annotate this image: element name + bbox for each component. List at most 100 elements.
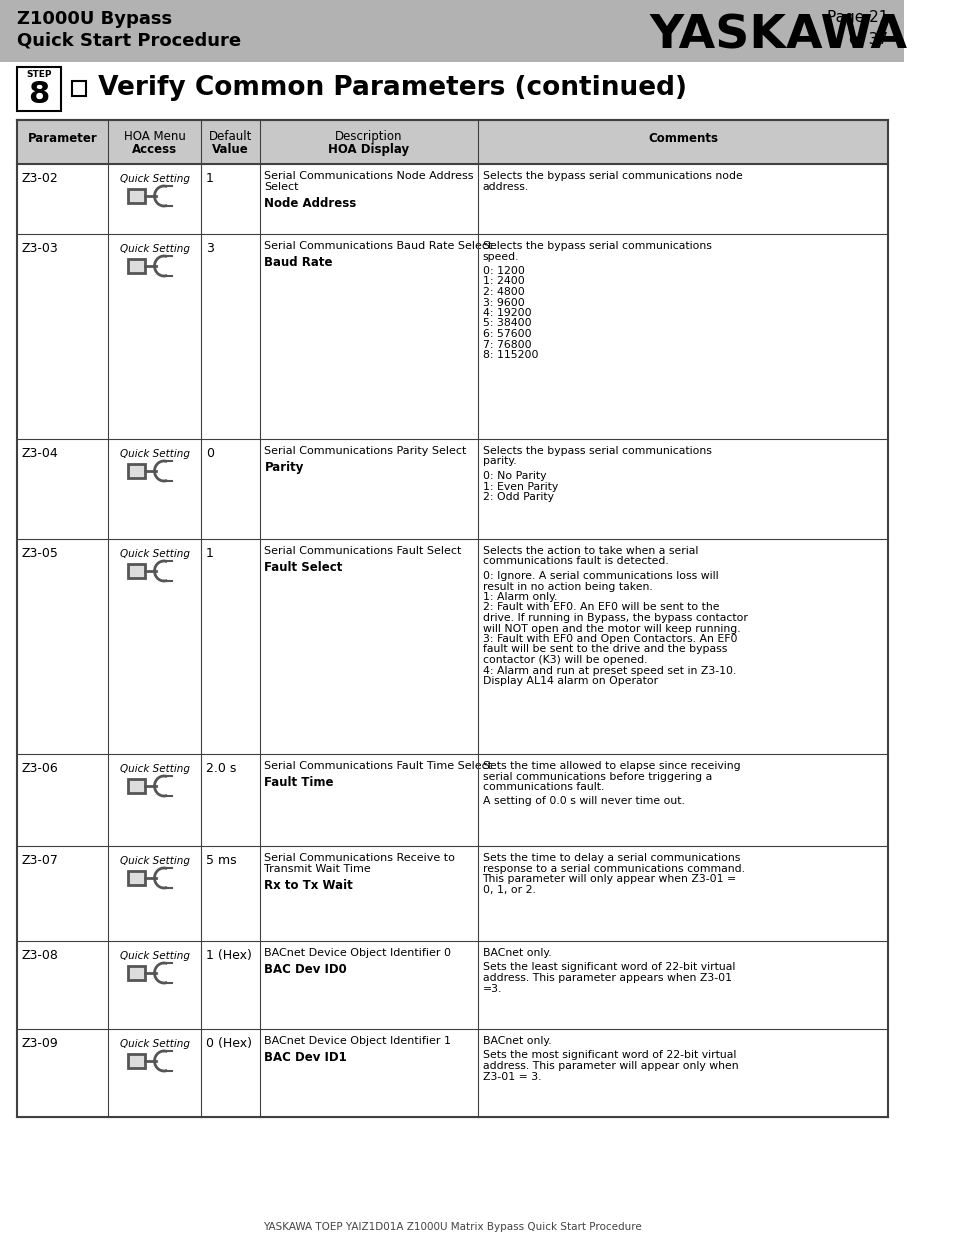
Bar (17, 846, 887, 941)
Text: Serial Communications Fault Time Select: Serial Communications Fault Time Select (264, 761, 492, 771)
Text: contactor (K3) will be opened.: contactor (K3) will be opened. (482, 655, 646, 664)
Text: 2.0 s: 2.0 s (206, 762, 235, 776)
Text: 4: Alarm and run at preset speed set in Z3-10.: 4: Alarm and run at preset speed set in … (482, 666, 735, 676)
Text: Comments: Comments (647, 131, 718, 144)
Text: Display AL14 alarm on Operator: Display AL14 alarm on Operator (482, 676, 657, 685)
Text: Serial Communications Parity Select: Serial Communications Parity Select (264, 446, 466, 456)
Text: speed.: speed. (482, 252, 518, 262)
Text: YASKAWA TOEP YAIZ1D01A Z1000U Matrix Bypass Quick Start Procedure: YASKAWA TOEP YAIZ1D01A Z1000U Matrix Byp… (262, 1221, 640, 1233)
Text: Serial Communications Node Address: Serial Communications Node Address (264, 170, 474, 182)
Text: 6: 57600: 6: 57600 (482, 329, 531, 338)
Text: Z3-03: Z3-03 (22, 242, 58, 254)
Text: Z3-08: Z3-08 (22, 948, 59, 962)
Text: Sets the least significant word of 22-bit virtual: Sets the least significant word of 22-bi… (482, 962, 734, 972)
Text: 8: 8 (29, 80, 50, 109)
Text: of 37: of 37 (848, 32, 887, 47)
Text: Default: Default (209, 130, 252, 143)
Text: This parameter will only appear when Z3-01 =: This parameter will only appear when Z3-… (482, 874, 736, 884)
Text: 0: 1200: 0: 1200 (482, 266, 524, 275)
Bar (17, 164, 887, 233)
Text: 3: 9600: 3: 9600 (482, 298, 524, 308)
Text: Page 21: Page 21 (826, 10, 887, 25)
Text: address. This parameter will appear only when: address. This parameter will appear only… (482, 1061, 738, 1071)
Text: drive. If running in Bypass, the bypass contactor: drive. If running in Bypass, the bypass … (482, 613, 746, 622)
Text: Fault Time: Fault Time (264, 776, 334, 789)
Text: Access: Access (132, 143, 177, 156)
Bar (17, 941, 887, 1029)
Text: 0: Ignore. A serial communications loss will: 0: Ignore. A serial communications loss … (482, 571, 718, 580)
Text: communications fault.: communications fault. (482, 782, 603, 792)
Text: 1: 1 (206, 172, 213, 185)
Text: 3: Fault with EF0 and Open Contactors. An EF0: 3: Fault with EF0 and Open Contactors. A… (482, 634, 737, 643)
Text: Select: Select (264, 182, 298, 191)
Text: address. This parameter appears when Z3-01: address. This parameter appears when Z3-… (482, 973, 731, 983)
Text: BAC Dev ID1: BAC Dev ID1 (264, 1051, 347, 1065)
Bar (128, 871, 145, 885)
Text: result in no action being taken.: result in no action being taken. (482, 582, 652, 592)
Text: Rx to Tx Wait: Rx to Tx Wait (264, 879, 353, 892)
Text: parity.: parity. (482, 457, 516, 467)
Text: 1: 2400: 1: 2400 (482, 277, 524, 287)
Text: response to a serial communications command.: response to a serial communications comm… (482, 863, 743, 873)
Text: Baud Rate: Baud Rate (264, 256, 333, 269)
Text: Quick Setting: Quick Setting (119, 951, 190, 961)
Text: 3: 3 (206, 242, 213, 254)
Text: 2: 4800: 2: 4800 (482, 287, 524, 296)
Text: HOA Menu: HOA Menu (124, 130, 185, 143)
Text: 2: Odd Parity: 2: Odd Parity (482, 492, 553, 501)
Text: will NOT open and the motor will keep running.: will NOT open and the motor will keep ru… (482, 624, 740, 634)
Text: Selects the bypass serial communications: Selects the bypass serial communications (482, 446, 711, 456)
Text: Selects the action to take when a serial: Selects the action to take when a serial (482, 546, 698, 556)
Bar (0, 0, 903, 62)
Text: Quick Setting: Quick Setting (119, 550, 190, 559)
Text: fault will be sent to the drive and the bypass: fault will be sent to the drive and the … (482, 645, 726, 655)
Text: Quick Setting: Quick Setting (119, 1039, 190, 1049)
Bar (128, 564, 145, 578)
Text: Z3-04: Z3-04 (22, 447, 58, 459)
Text: Quick Setting: Quick Setting (119, 856, 190, 866)
Bar (17, 438, 887, 538)
Text: Z1000U Bypass: Z1000U Bypass (17, 10, 172, 28)
Text: Transmit Wait Time: Transmit Wait Time (264, 864, 371, 874)
Text: Selects the bypass serial communications node: Selects the bypass serial communications… (482, 170, 741, 182)
Text: Serial Communications Baud Rate Select: Serial Communications Baud Rate Select (264, 241, 493, 251)
Bar (17, 233, 887, 438)
Text: Sets the time to delay a serial communications: Sets the time to delay a serial communic… (482, 853, 740, 863)
Text: BACnet only.: BACnet only. (482, 948, 551, 958)
Text: A setting of 0.0 s will never time out.: A setting of 0.0 s will never time out. (482, 797, 683, 806)
Text: Sets the most significant word of 22-bit virtual: Sets the most significant word of 22-bit… (482, 1051, 735, 1061)
Text: 0 (Hex): 0 (Hex) (206, 1037, 252, 1050)
Text: HOA Display: HOA Display (328, 143, 409, 156)
Text: Serial Communications Receive to: Serial Communications Receive to (264, 853, 455, 863)
Text: Z3-07: Z3-07 (22, 853, 59, 867)
Text: Verify Common Parameters (continued): Verify Common Parameters (continued) (89, 75, 686, 101)
Text: 1: 1 (206, 547, 213, 559)
Text: Parameter: Parameter (28, 131, 97, 144)
Bar (72, 82, 86, 96)
Text: Fault Select: Fault Select (264, 561, 342, 574)
Bar (17, 120, 887, 164)
Text: Description: Description (335, 130, 402, 143)
Text: address.: address. (482, 182, 528, 191)
Bar (17, 538, 887, 755)
Text: 7: 76800: 7: 76800 (482, 340, 531, 350)
Text: Serial Communications Fault Select: Serial Communications Fault Select (264, 546, 461, 556)
Text: Quick Setting: Quick Setting (119, 245, 190, 254)
Text: 0, 1, or 2.: 0, 1, or 2. (482, 884, 535, 894)
Text: 8: 115200: 8: 115200 (482, 350, 537, 359)
Text: 0: No Parity: 0: No Parity (482, 471, 545, 480)
Bar (17, 755, 887, 846)
Text: Sets the time allowed to elapse since receiving: Sets the time allowed to elapse since re… (482, 761, 740, 771)
Bar (128, 189, 145, 203)
Text: 5: 38400: 5: 38400 (482, 319, 531, 329)
Text: Z3-02: Z3-02 (22, 172, 58, 185)
Bar (128, 779, 145, 793)
Text: YASKAWA: YASKAWA (649, 14, 906, 58)
Text: Z3-06: Z3-06 (22, 762, 58, 776)
Text: =3.: =3. (482, 983, 501, 993)
Text: Value: Value (212, 143, 249, 156)
Text: BACnet Device Object Identifier 1: BACnet Device Object Identifier 1 (264, 1036, 451, 1046)
Bar (128, 259, 145, 273)
Bar (17, 1029, 887, 1116)
Text: 4: 19200: 4: 19200 (482, 308, 531, 317)
